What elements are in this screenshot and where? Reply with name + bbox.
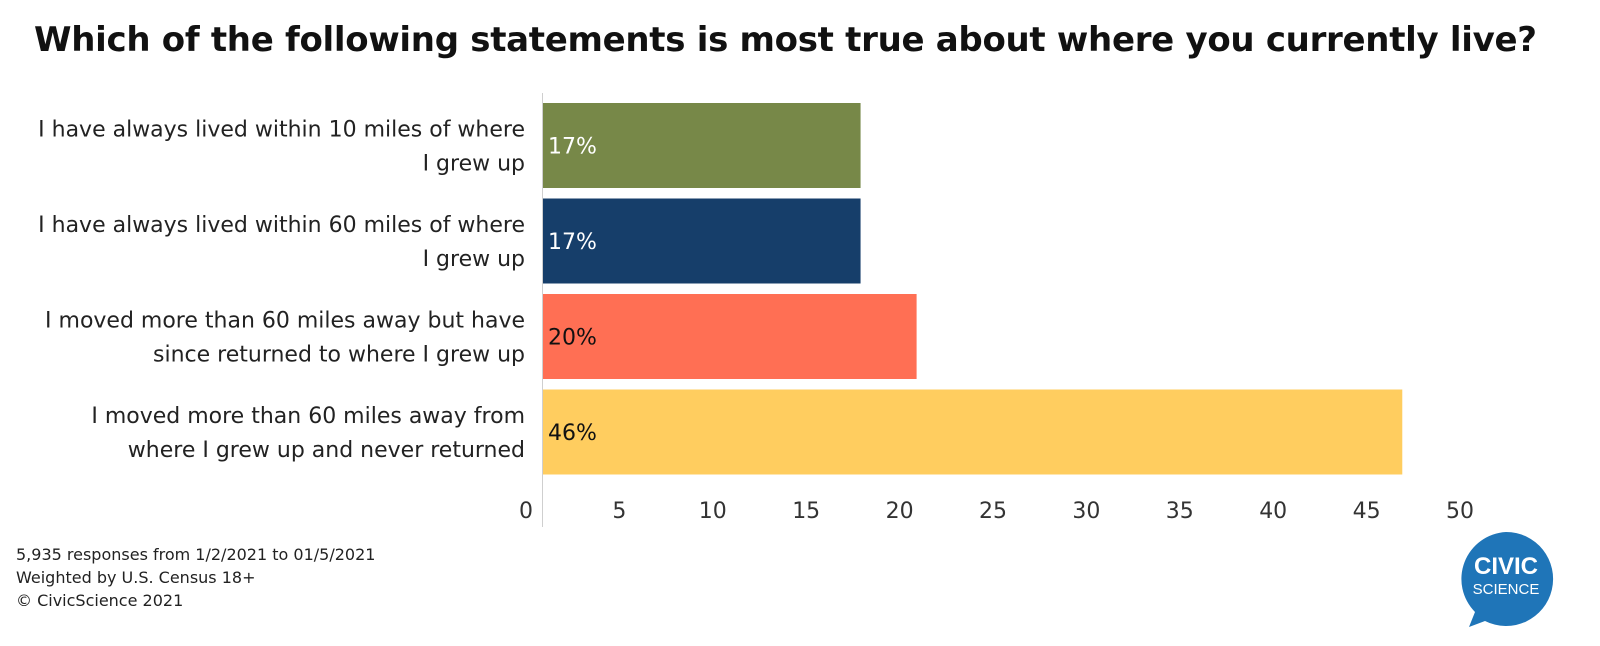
x-tick-label-15: 15 (792, 499, 820, 524)
x-tick-label-45: 45 (1353, 499, 1381, 524)
bar-4 (543, 389, 1403, 475)
civicscience-logo: CIVIC SCIENCE (1461, 531, 1554, 627)
footnote-weighting: Weighted by U.S. Census 18+ (16, 568, 256, 587)
x-tick-label-5: 5 (612, 499, 626, 524)
bar-3 (543, 294, 917, 379)
bar-1 (543, 103, 861, 188)
x-tick-label-20: 20 (886, 499, 914, 524)
category-label-3: I moved more than 60 miles away but have… (45, 309, 525, 368)
x-tick-label-0: 0 (519, 499, 533, 524)
category-label-4: I moved more than 60 miles away from wher… (91, 404, 525, 463)
bar-value-label-1: 17% (548, 135, 597, 160)
bar-value-label-2: 17% (548, 230, 597, 255)
bar-value-label-4: 46% (548, 421, 597, 446)
footnote-responses: 5,935 responses from 1/2/2021 to 01/5/20… (16, 545, 376, 564)
footnotes: 5,935 responses from 1/2/2021 to 01/5/20… (16, 543, 375, 612)
category-labels: I have always lived within 10 miles of w… (38, 118, 525, 464)
x-tick-label-30: 30 (1072, 499, 1100, 524)
x-tick-label-40: 40 (1259, 499, 1287, 524)
chart-title: Which of the following statements is mos… (34, 20, 1537, 60)
bar-value-label-3: 20% (548, 326, 597, 351)
x-tick-label-50: 50 (1446, 499, 1474, 524)
category-label-1: I have always lived within 10 miles of w… (38, 118, 525, 177)
logo-text-science: SCIENCE (1473, 581, 1540, 598)
speech-bubble-icon (1461, 531, 1554, 627)
x-tick-label-10: 10 (699, 499, 727, 524)
logo-text-civic: CIVIC (1474, 553, 1538, 580)
bars-layer: 17% 17% 20% 46% (543, 103, 1403, 475)
category-label-2: I have always lived within 60 miles of w… (38, 213, 525, 272)
bar-2 (543, 198, 861, 284)
x-tick-label-25: 25 (979, 499, 1007, 524)
footnote-copyright: © CivicScience 2021 (16, 591, 184, 610)
x-tick-label-35: 35 (1166, 499, 1194, 524)
bar-chart: 17% 17% 20% 46% I have always lived within … (38, 93, 1474, 527)
x-axis-ticks: 0 5 10 15 20 25 30 35 40 45 50 (519, 499, 1474, 524)
